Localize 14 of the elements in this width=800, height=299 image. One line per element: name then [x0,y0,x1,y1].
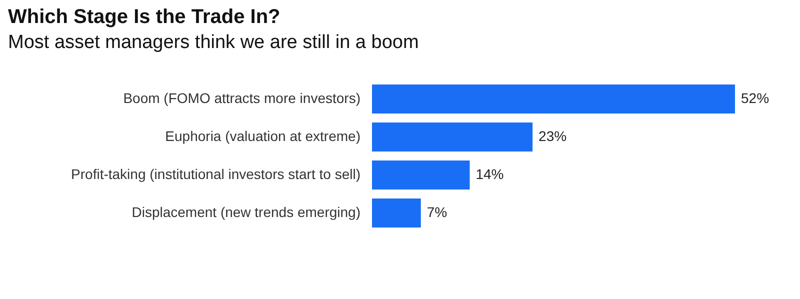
y-tick-label: Displacement (new trends emerging) [132,204,360,220]
data-label: 23% [538,128,567,144]
bar [372,160,470,190]
bar [372,198,421,228]
text: Which Stage Is the Trade In? [8,6,280,29]
data-label: 7% [426,204,448,220]
y-tick-label: Profit-taking (institutional investors start to sell) [71,166,360,182]
bar [372,84,735,114]
y-tick-label: Boom (FOMO attracts more investors) [123,90,360,106]
bar [372,122,533,152]
text: Most asset managers think we are still in a boom [8,32,419,54]
y-tick-label: Euphoria (valuation at extreme) [165,128,360,144]
data-label: 14% [476,166,504,182]
data-label: 52% [741,90,770,106]
